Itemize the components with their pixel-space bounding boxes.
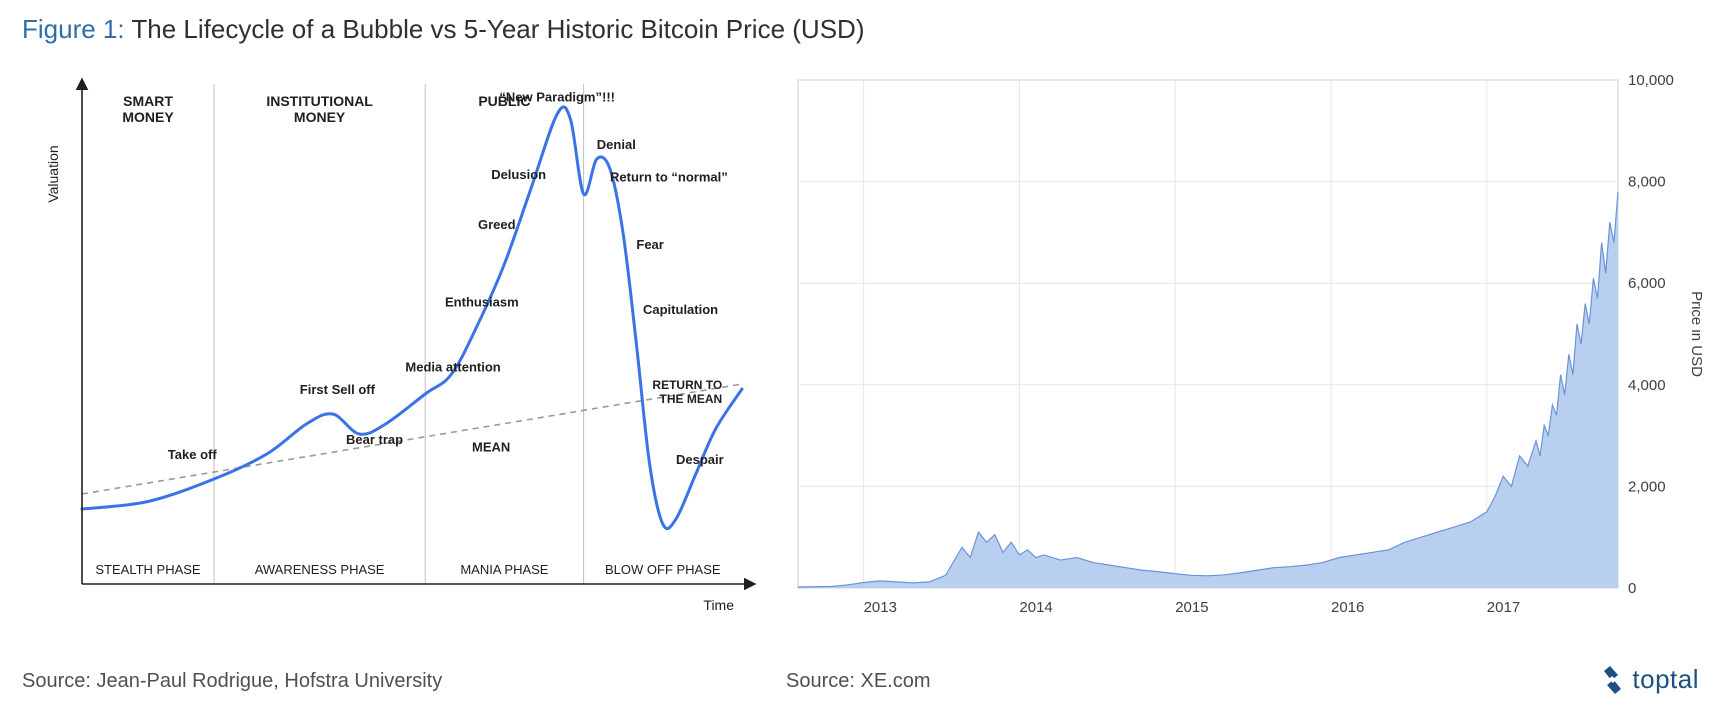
svg-text:RETURN TO: RETURN TO [652, 378, 722, 392]
source-left: Source: Jean-Paul Rodrigue, Hofstra Univ… [22, 670, 442, 693]
svg-text:Return to “normal”: Return to “normal” [610, 170, 728, 185]
svg-text:2014: 2014 [1019, 599, 1052, 616]
toptal-icon [1604, 666, 1626, 694]
svg-text:BLOW OFF PHASE: BLOW OFF PHASE [605, 562, 721, 577]
figure-text: The Lifecycle of a Bubble vs 5-Year Hist… [131, 14, 864, 44]
source-right-prefix: Source: [786, 670, 860, 692]
bubble-lifecycle-chart: SMARTMONEYINSTITUTIONALMONEYPUBLICSTEALT… [22, 64, 768, 638]
figure-title: Figure 1: The Lifecycle of a Bubble vs 5… [22, 14, 864, 45]
svg-text:2016: 2016 [1331, 599, 1364, 616]
svg-text:Despair: Despair [676, 452, 724, 467]
panels: SMARTMONEYINSTITUTIONALMONEYPUBLICSTEALT… [0, 64, 1721, 638]
svg-text:AWARENESS PHASE: AWARENESS PHASE [255, 562, 385, 577]
svg-text:0: 0 [1628, 580, 1636, 597]
svg-text:SMART: SMART [123, 93, 173, 109]
svg-text:Delusion: Delusion [491, 167, 546, 182]
svg-text:Time: Time [703, 597, 734, 613]
svg-text:Capitulation: Capitulation [643, 302, 718, 317]
svg-text:2017: 2017 [1487, 599, 1520, 616]
svg-text:2015: 2015 [1175, 599, 1208, 616]
svg-text:10,000: 10,000 [1628, 72, 1674, 89]
svg-text:Bear trap: Bear trap [346, 432, 403, 447]
svg-text:4,000: 4,000 [1628, 377, 1666, 394]
toptal-logo: toptal [1604, 664, 1699, 695]
svg-text:2,000: 2,000 [1628, 478, 1666, 495]
source-right: Source: XE.com [786, 670, 931, 693]
svg-text:THE MEAN: THE MEAN [660, 392, 723, 406]
svg-text:Fear: Fear [636, 237, 663, 252]
bitcoin-price-chart: 0 2,000 4,000 6,000 8,000 10,000 2013 2014 2015 2… [786, 64, 1702, 638]
svg-text:STEALTH PHASE: STEALTH PHASE [95, 562, 201, 577]
svg-text:8,000: 8,000 [1628, 174, 1666, 191]
svg-text:2013: 2013 [864, 599, 897, 616]
svg-text:MONEY: MONEY [294, 109, 346, 125]
svg-text:Greed: Greed [478, 217, 516, 232]
svg-text:MONEY: MONEY [122, 109, 174, 125]
svg-text:Media attention: Media attention [405, 360, 500, 375]
source-right-text: XE.com [860, 670, 930, 692]
svg-text:Denial: Denial [597, 137, 636, 152]
svg-text:6,000: 6,000 [1628, 275, 1666, 292]
svg-text:Price in USD: Price in USD [1688, 291, 1702, 377]
svg-text:Take off: Take off [168, 447, 218, 462]
svg-text:Valuation: Valuation [45, 145, 61, 202]
svg-text:First Sell off: First Sell off [300, 382, 376, 397]
svg-text:INSTITUTIONAL: INSTITUTIONAL [266, 93, 373, 109]
toptal-logo-text: toptal [1632, 664, 1699, 695]
svg-text:MANIA PHASE: MANIA PHASE [460, 562, 548, 577]
svg-text:“New Paradigm”!!!: “New Paradigm”!!! [499, 90, 615, 105]
footer: Source: Jean-Paul Rodrigue, Hofstra Univ… [22, 665, 1699, 693]
figure-label: Figure 1: [22, 14, 125, 44]
source-left-text: Jean-Paul Rodrigue, Hofstra University [96, 670, 442, 692]
svg-text:MEAN: MEAN [472, 440, 510, 455]
source-left-prefix: Source: [22, 670, 96, 692]
svg-text:Enthusiasm: Enthusiasm [445, 295, 519, 310]
